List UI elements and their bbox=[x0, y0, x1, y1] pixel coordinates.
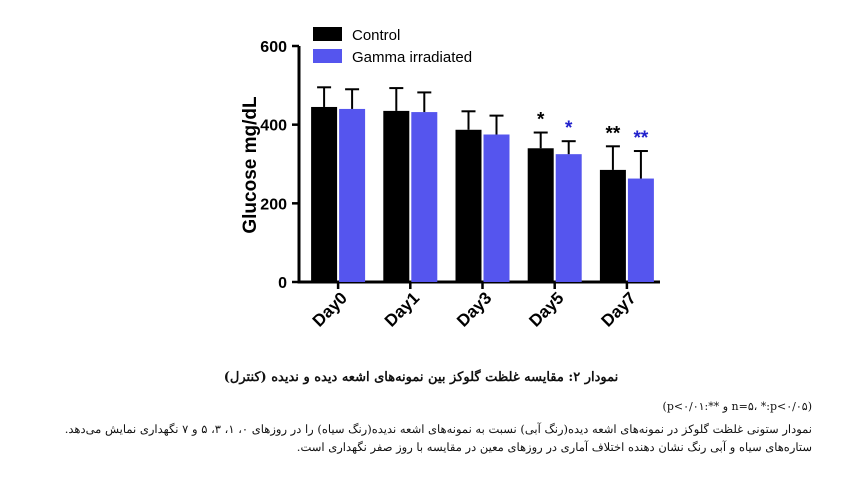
legend: Control Gamma irradiated bbox=[313, 27, 472, 66]
bar-gamma-day7 bbox=[627, 178, 654, 282]
figure-caption-title: نمودار ۲: مقایسه غلظت گلوکز بین نمونه‌ها… bbox=[223, 370, 619, 385]
x-tick-label: Day0 bbox=[309, 288, 351, 330]
y-tick-label: 400 bbox=[260, 118, 287, 135]
y-tick-label: 600 bbox=[260, 39, 287, 56]
figure-caption-stats: (n=۵، *:p<۰/۰۵ و **:p<۰/۰۱) bbox=[662, 400, 812, 413]
significance-stars: * bbox=[537, 110, 545, 131]
y-tick-label: 0 bbox=[278, 275, 287, 292]
bar-control-day0 bbox=[311, 106, 338, 282]
bar-control-day1 bbox=[383, 110, 410, 283]
bar-control-day3 bbox=[455, 129, 482, 282]
legend-label-control: Control bbox=[352, 27, 400, 44]
y-axis-label: Glucose mg/dL bbox=[240, 96, 261, 234]
legend-swatch-control bbox=[313, 27, 342, 41]
significance-stars: ** bbox=[606, 123, 621, 144]
bar-control-day5 bbox=[527, 148, 554, 282]
x-tick-label: Day3 bbox=[453, 288, 495, 330]
bar-control-day7 bbox=[599, 169, 626, 282]
bar-gamma-day5 bbox=[555, 154, 582, 282]
x-tick-label: Day7 bbox=[598, 288, 640, 330]
legend-label-gamma: Gamma irradiated bbox=[352, 49, 472, 66]
x-tick-label: Day1 bbox=[381, 288, 423, 330]
y-tick-label: 200 bbox=[260, 196, 287, 213]
bar-gamma-day3 bbox=[483, 134, 510, 282]
bar-gamma-day0 bbox=[339, 108, 366, 282]
bar-chart: Control Gamma irradiated Glucose mg/dL 0… bbox=[240, 27, 660, 331]
legend-swatch-gamma bbox=[313, 49, 342, 63]
figure-caption-description: نمودار ستونی غلظت گلوکز در نمونه‌های اشع… bbox=[64, 422, 812, 454]
significance-stars: * bbox=[565, 118, 573, 139]
significance-stars: ** bbox=[634, 128, 649, 149]
x-tick-label: Day5 bbox=[525, 288, 567, 330]
bar-gamma-day1 bbox=[411, 112, 438, 282]
